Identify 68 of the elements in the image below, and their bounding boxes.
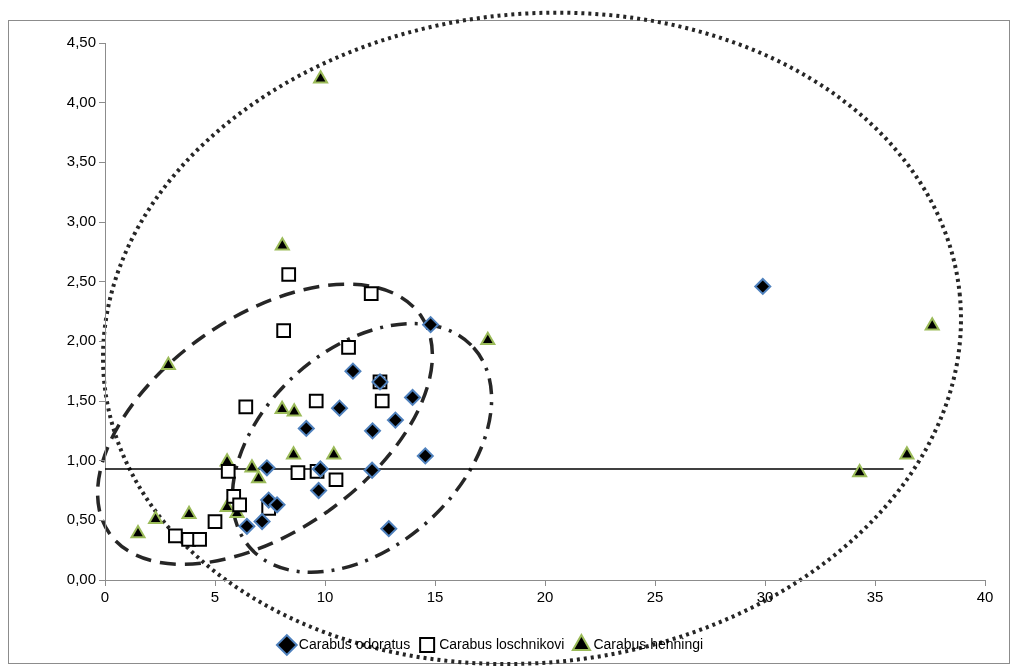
- point: [380, 520, 398, 538]
- point: [276, 323, 291, 338]
- point: [326, 446, 342, 460]
- point: [363, 461, 381, 479]
- point: [313, 70, 329, 84]
- x-tick-label: 10: [316, 588, 334, 606]
- point: [181, 505, 197, 520]
- point: [852, 464, 868, 478]
- y-tick-label: 4,00: [66, 92, 96, 110]
- point: [297, 419, 315, 437]
- point: [331, 399, 349, 417]
- x-tick-label: 0: [100, 588, 110, 606]
- x-tick-label: 40: [976, 588, 994, 606]
- x-tick-label: 30: [756, 588, 774, 606]
- point: [310, 482, 328, 499]
- y-tick-label: 0,50: [66, 510, 96, 528]
- y-tick-label: 3,00: [66, 212, 96, 230]
- y-tick-label: 0,00: [66, 570, 96, 588]
- point: [244, 459, 260, 473]
- point: [422, 316, 440, 334]
- legend-label: Carabus henningi: [593, 635, 704, 652]
- y-tick-label: 4,50: [66, 33, 96, 51]
- legend-label: Carabus loschnikovi: [439, 635, 565, 652]
- x-tick-label: 15: [426, 588, 444, 606]
- point: [251, 470, 267, 484]
- y-tick-label: 2,50: [66, 271, 96, 289]
- point: [754, 277, 772, 295]
- point: [341, 339, 356, 355]
- point: [374, 393, 390, 409]
- point: [308, 393, 324, 409]
- point: [924, 317, 940, 331]
- point: [311, 460, 329, 478]
- x-tick-label: 35: [866, 588, 884, 606]
- point: [416, 447, 434, 465]
- point: [207, 514, 223, 529]
- y-tick-label: 1,00: [66, 450, 96, 468]
- point: [286, 446, 302, 460]
- point: [386, 411, 404, 429]
- y-tick-label: 2,00: [66, 331, 96, 349]
- y-tick-label: 3,50: [66, 152, 96, 170]
- point: [148, 510, 164, 524]
- point: [130, 524, 146, 539]
- point: [238, 399, 254, 415]
- point: [238, 517, 256, 535]
- point: [290, 465, 306, 480]
- point: [274, 237, 290, 251]
- point: [232, 497, 247, 513]
- point: [364, 422, 382, 440]
- point: [160, 356, 176, 370]
- point: [253, 513, 271, 531]
- point: [899, 446, 915, 460]
- y-tick-label: 1,50: [66, 391, 96, 409]
- point: [192, 532, 207, 547]
- x-tick-label: 25: [646, 588, 664, 606]
- point: [168, 528, 183, 544]
- x-tick-label: 20: [536, 588, 554, 606]
- point: [286, 403, 302, 417]
- point: [268, 496, 286, 514]
- x-tick-label: 5: [210, 588, 220, 606]
- point: [258, 459, 276, 477]
- point: [220, 464, 236, 479]
- point: [274, 400, 290, 415]
- point: [344, 362, 362, 380]
- point: [328, 472, 344, 488]
- point: [281, 267, 297, 282]
- point: [363, 286, 379, 301]
- point: [404, 388, 422, 406]
- point: [480, 331, 496, 345]
